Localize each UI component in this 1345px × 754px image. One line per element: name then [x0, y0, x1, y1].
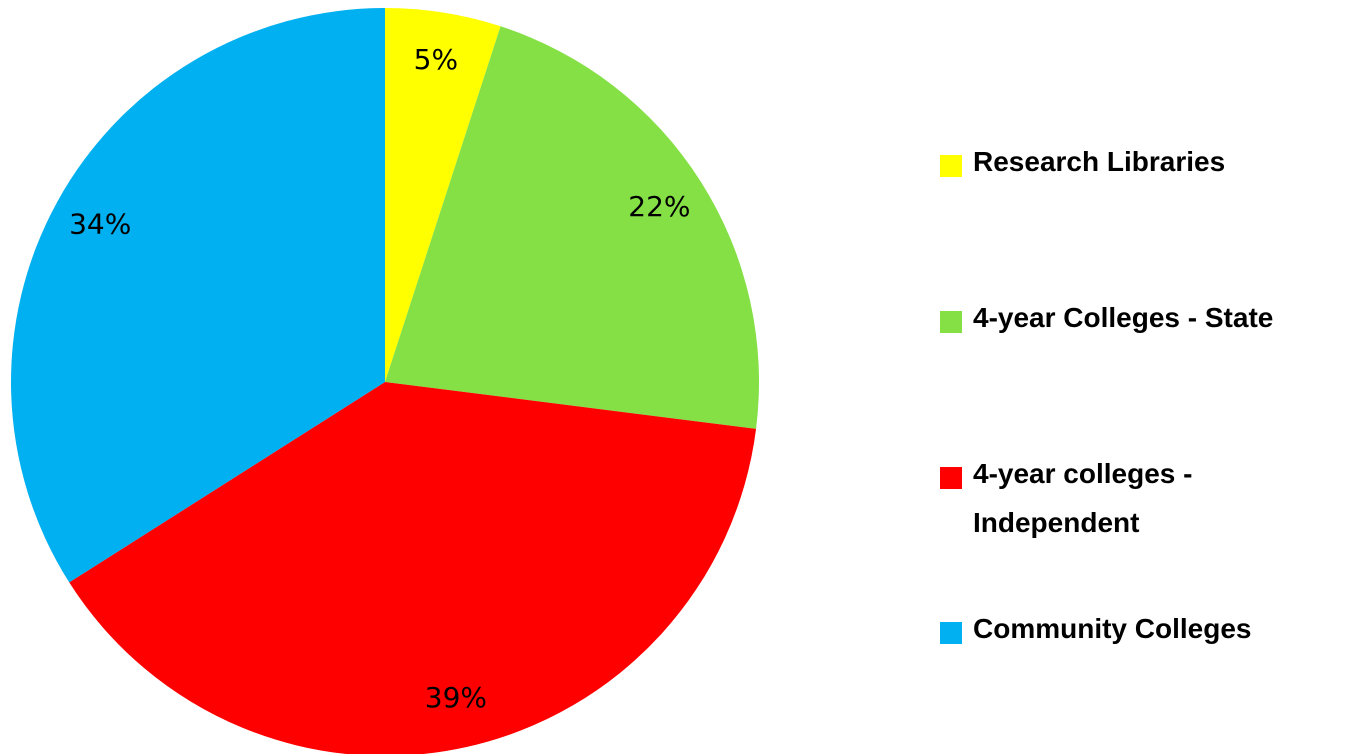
pie-slice [385, 26, 760, 429]
pie-slice [385, 8, 501, 382]
legend-label: Community Colleges [973, 613, 1252, 644]
legend-label: Research Libraries [973, 146, 1226, 177]
pie-slice [69, 382, 757, 754]
legend-swatch [940, 622, 962, 644]
data-label: 22% [628, 190, 690, 223]
data-label: 34% [69, 207, 131, 240]
legend-item: Research Libraries [940, 146, 1345, 186]
legend-label: 4-year colleges - Independent [973, 458, 1193, 538]
legend-swatch [940, 155, 962, 177]
pie-slice [10, 8, 385, 583]
legend-item: 4-year Colleges - State [940, 302, 1345, 342]
data-label: 39% [425, 681, 487, 714]
legend-swatch [940, 467, 962, 489]
data-label: 5% [414, 43, 458, 76]
legend-swatch [940, 311, 962, 333]
legend-item: Community Colleges [940, 613, 1345, 653]
legend-label: 4-year Colleges - State [973, 302, 1274, 333]
legend-item: 4-year colleges - Independent [940, 458, 1345, 547]
